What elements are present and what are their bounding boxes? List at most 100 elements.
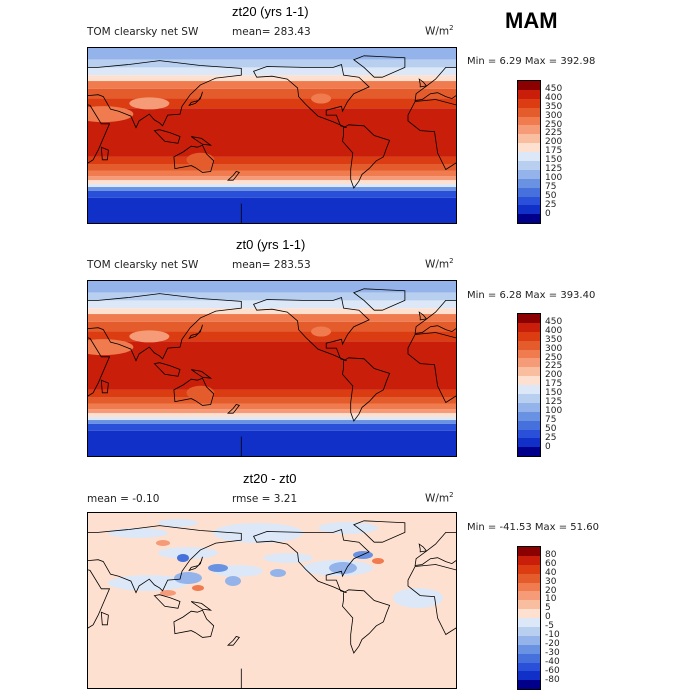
map-plot (88, 513, 456, 688)
colorbar-swatch (518, 143, 540, 153)
colorbar-swatch (518, 340, 540, 350)
colorbar-tick-label: 300 (545, 343, 563, 354)
colorbar-tick-label: 10 (545, 594, 557, 605)
coastline (414, 299, 456, 334)
colorbar-swatch (518, 411, 540, 421)
field-anomaly (174, 572, 202, 584)
coastline (414, 531, 456, 566)
field-anomaly (158, 547, 218, 559)
colorbar-tick-label: 75 (545, 181, 557, 192)
field-band (88, 420, 456, 424)
colorbar-tick-label: 50 (545, 190, 557, 201)
coastline (342, 357, 391, 422)
coastline (190, 369, 213, 379)
colorbar-swatch (518, 367, 540, 377)
colorbar-swatch (518, 447, 540, 457)
colorbar-swatch (518, 438, 540, 448)
coastline (342, 124, 391, 189)
field-band (88, 341, 456, 390)
field-band (88, 59, 456, 68)
colorbar (517, 546, 541, 691)
coastline (407, 99, 456, 171)
colorbar (517, 80, 541, 225)
units-label: W/m2 (425, 24, 454, 38)
colorbar-tick-label: 80 (545, 549, 557, 560)
colorbar-tick-label: 0 (545, 612, 551, 623)
coastline (352, 55, 406, 78)
colorbar-swatch (518, 196, 540, 206)
colorbar-swatch (518, 591, 540, 601)
coastline (226, 636, 240, 646)
colorbar-swatch (518, 161, 540, 170)
coastline (153, 362, 181, 377)
coastline (173, 377, 215, 406)
field-band (88, 314, 456, 322)
field-band (88, 170, 456, 177)
colorbar-swatch (518, 609, 540, 619)
coastline (226, 404, 240, 414)
coastline (418, 311, 428, 321)
colorbar-swatch (518, 653, 540, 663)
colorbar-swatch (518, 81, 540, 90)
field-band (88, 156, 456, 165)
field-anomaly (318, 522, 378, 534)
colorbar-tick-label: 100 (545, 405, 563, 416)
coastline (153, 129, 181, 144)
field-band (88, 281, 456, 293)
map-zt20 (87, 47, 457, 224)
minmax-label: Min = -41.53 Max = 51.60 (467, 522, 599, 533)
coastline (88, 293, 242, 362)
colorbar-tick-label: 350 (545, 101, 563, 112)
field-anomaly (329, 562, 357, 574)
field-band (88, 308, 456, 315)
mean-label: mean = -0.10 (87, 493, 160, 505)
map-zt0 (87, 280, 457, 457)
colorbar-swatch (518, 394, 540, 403)
coastline (88, 104, 111, 164)
coastline (190, 601, 213, 611)
colorbar-swatch (518, 314, 540, 323)
colorbar-tick-label: 400 (545, 92, 563, 103)
field-band (88, 389, 456, 398)
colorbar-swatch (518, 573, 540, 583)
colorbar-swatch (518, 627, 540, 636)
coastline (414, 66, 456, 101)
coastline (253, 528, 370, 594)
field-band (88, 176, 456, 181)
field-anomaly (208, 564, 228, 572)
field-band (88, 321, 456, 332)
field-anomaly (177, 554, 189, 562)
colorbar-swatch (518, 429, 540, 439)
colorbar-tick-label: 25 (545, 432, 557, 443)
map-difference (87, 512, 457, 689)
coastline (418, 78, 428, 88)
colorbar-tick-label: 200 (545, 137, 563, 148)
field-band (88, 197, 456, 223)
field-anomaly (108, 575, 188, 591)
colorbar-swatch (518, 214, 540, 224)
colorbar-tick-label: -5 (545, 621, 554, 632)
colorbar-tick-label: 400 (545, 325, 563, 336)
colorbar-tick-label: 5 (545, 603, 551, 614)
units-label: W/m2 (425, 491, 454, 505)
coastline (226, 171, 240, 181)
colorbar-tick-label: 25 (545, 199, 557, 210)
colorbar-swatch (518, 349, 540, 359)
colorbar-tick-label: 50 (545, 423, 557, 434)
colorbar-tick-label: 300 (545, 110, 563, 121)
map-plot (88, 281, 456, 456)
colorbar-tick-label: -40 (545, 656, 560, 667)
coastline (407, 564, 456, 636)
field-band (88, 331, 456, 342)
colorbar-tick-label: 0 (545, 441, 551, 452)
colorbar-tick-label: -10 (545, 630, 560, 640)
colorbar-swatch (518, 564, 540, 574)
field-patch (129, 97, 170, 110)
field-anomaly (158, 519, 198, 527)
colorbar-swatch (518, 116, 540, 126)
field-patch (186, 152, 215, 167)
colorbar-swatch (518, 107, 540, 117)
colorbar-tick-label: 450 (545, 83, 563, 94)
field-anomaly (156, 540, 170, 546)
colorbar-swatch (518, 385, 540, 395)
